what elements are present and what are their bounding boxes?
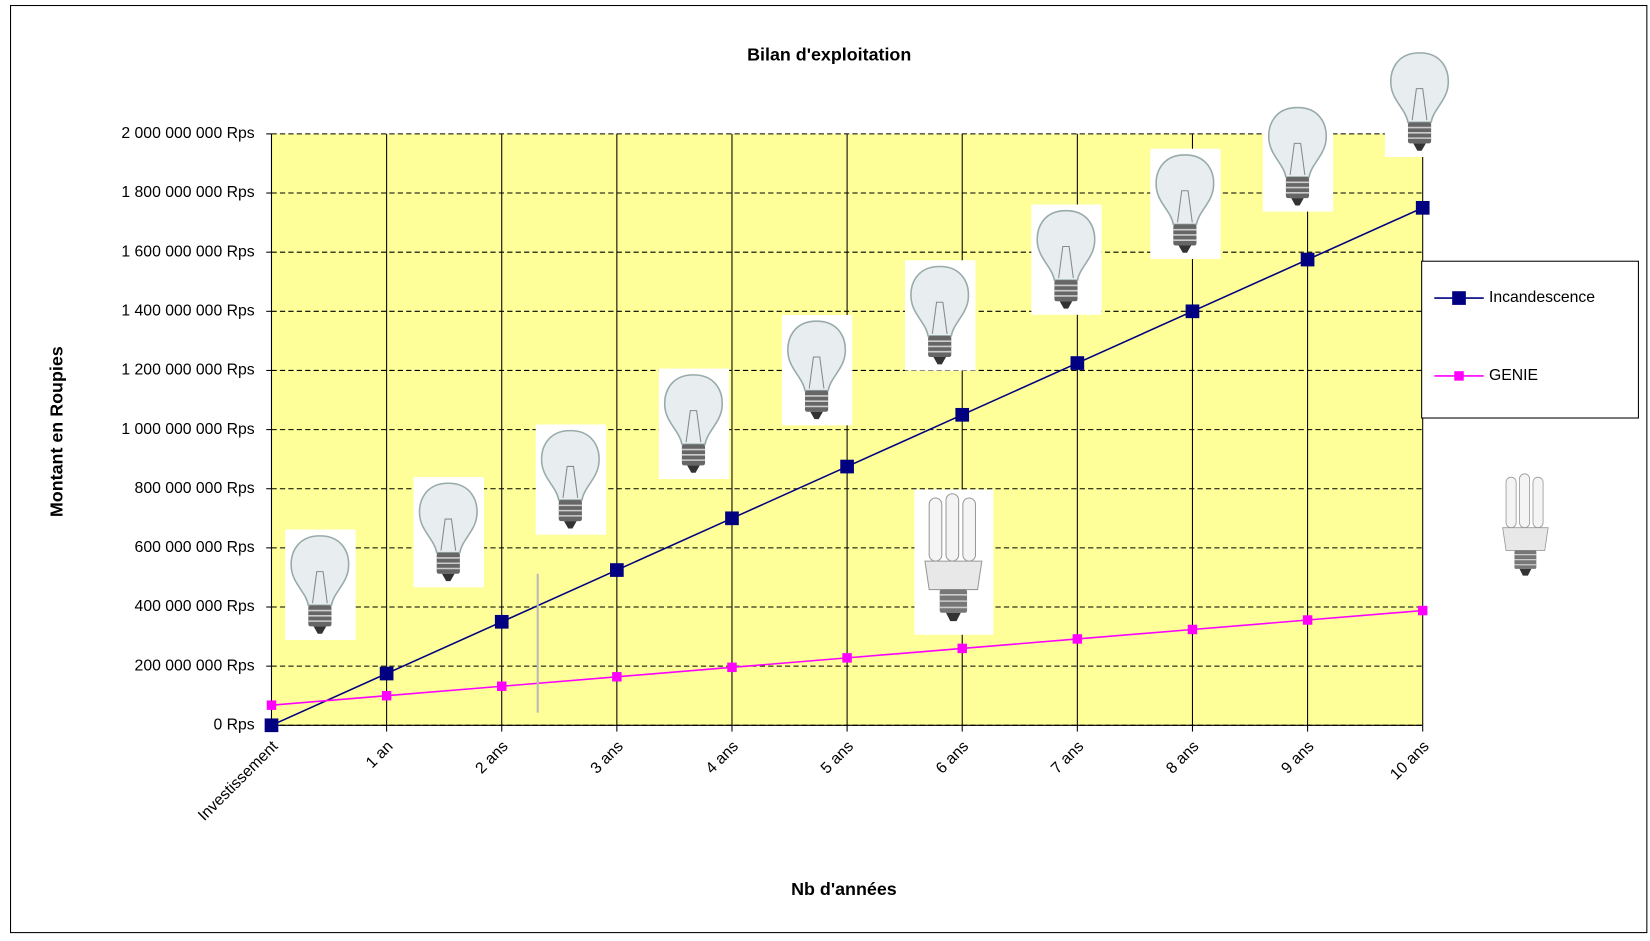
data-point (382, 691, 391, 700)
bulb-icon (285, 530, 356, 640)
y-axis-label: Montant en Roupies (47, 346, 67, 517)
data-point (840, 460, 854, 474)
bulb-icon (536, 424, 607, 534)
data-point (497, 682, 506, 691)
data-point (727, 663, 736, 672)
bulb-icon (1150, 149, 1221, 259)
data-point (612, 672, 621, 681)
data-point (725, 511, 739, 525)
data-point (1188, 625, 1197, 634)
bulb-icon (905, 260, 976, 370)
y-tick-label: 1 400 000 000 Rps (121, 302, 254, 319)
bulb-icon (782, 315, 853, 425)
page: 0 Rps 200 000 000 Rps 400 000 000 Rps 600 0… (0, 0, 1650, 941)
chart: 0 Rps 200 000 000 Rps 400 000 000 Rps 600 0… (0, 0, 1650, 936)
legend-label: GENIE (1489, 367, 1538, 384)
y-tick-label: 400 000 000 Rps (135, 598, 255, 615)
data-point (1418, 606, 1427, 615)
data-point (955, 408, 969, 422)
data-point (1303, 615, 1312, 624)
legend-box (1422, 261, 1639, 418)
data-point (842, 653, 851, 662)
y-tick-label: 600 000 000 Rps (135, 539, 255, 556)
data-point (1071, 356, 1085, 370)
y-tick-label: 1 600 000 000 Rps (121, 243, 254, 260)
data-point (495, 615, 509, 629)
data-point (1073, 634, 1082, 643)
data-point (267, 700, 276, 709)
legend: Incandescence GENIE (1422, 261, 1639, 418)
bulb-icon (414, 477, 485, 587)
bulb-icon (1263, 101, 1334, 211)
bulb-icon (1385, 47, 1456, 157)
y-tick-label: 1 000 000 000 Rps (121, 421, 254, 438)
legend-marker (1452, 291, 1466, 305)
chart-title: Bilan d'exploitation (747, 45, 911, 65)
y-tick-label: 1 200 000 000 Rps (121, 362, 254, 379)
bulb-icon (1031, 204, 1102, 314)
y-tick-label: 0 Rps (213, 716, 254, 733)
y-tick-label: 1 800 000 000 Rps (121, 184, 254, 201)
y-tick-label: 800 000 000 Rps (135, 480, 255, 497)
data-point (380, 667, 394, 681)
data-point (1416, 201, 1430, 215)
data-point (1301, 253, 1315, 267)
data-point (1186, 304, 1200, 318)
bulb-icon (659, 369, 730, 479)
y-tick-label: 2 000 000 000 Rps (121, 125, 254, 142)
legend-label: Incandescence (1489, 289, 1595, 306)
y-tick-label: 200 000 000 Rps (135, 657, 255, 674)
data-point (265, 718, 279, 732)
data-point (610, 563, 624, 577)
plot-area: 0 Rps 200 000 000 Rps 400 000 000 Rps 600 0… (121, 125, 1432, 824)
x-axis-label: Nb d'années (791, 879, 897, 899)
legend-marker (1454, 371, 1463, 380)
data-point (957, 644, 966, 653)
